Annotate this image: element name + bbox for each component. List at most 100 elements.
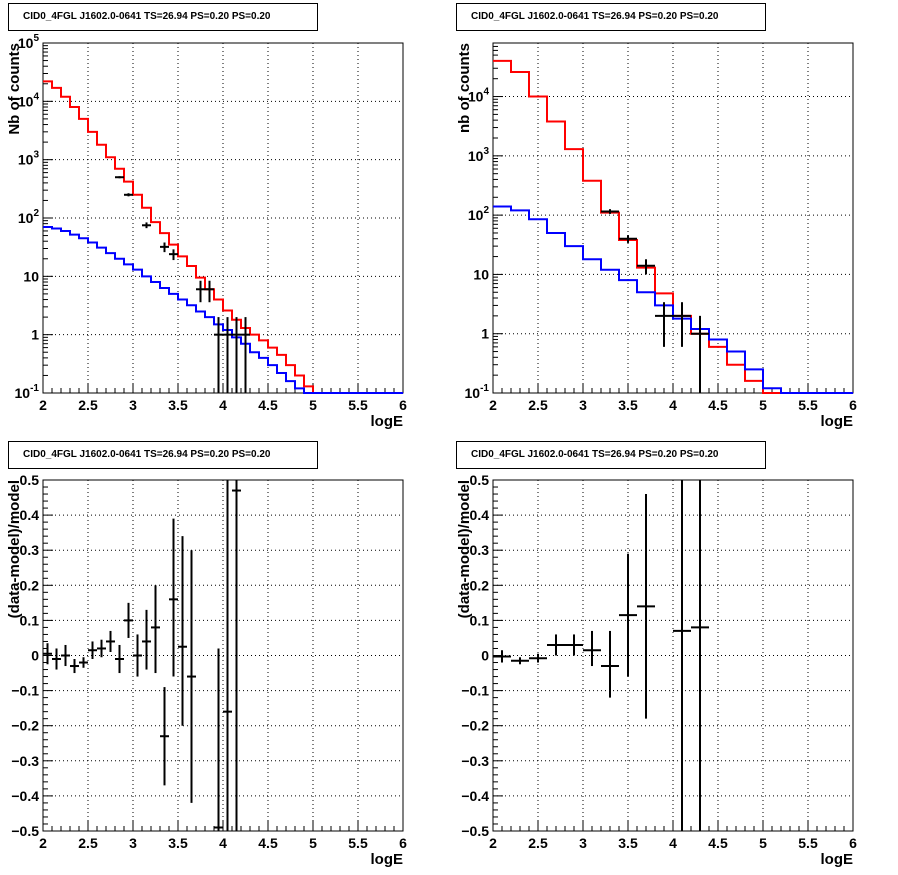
y-tick-label: 10 [23, 268, 39, 284]
data-point [70, 659, 79, 674]
data-point [124, 602, 133, 638]
data-point [691, 315, 709, 393]
data-point [214, 317, 223, 393]
y-tick-label: 0.1 [20, 612, 40, 628]
y-tick-label: −0.1 [11, 683, 39, 699]
x-tick-label: 2.5 [78, 397, 98, 413]
chart-title-3: CID0_4FGL J1602.0-0641 TS=26.94 PS=0.20 … [456, 441, 766, 469]
x-axis-label: logE [371, 851, 404, 868]
x-tick-label: 2 [489, 397, 497, 413]
data-point [529, 653, 547, 663]
x-tick-label: 3 [129, 835, 137, 851]
chart-title-0: CID0_4FGL J1602.0-0641 TS=26.94 PS=0.20 … [8, 3, 318, 31]
x-tick-label: 3 [129, 397, 137, 413]
data-point [673, 480, 691, 831]
x-tick-label: 4 [219, 835, 227, 851]
x-tick-label: 6 [849, 397, 857, 413]
y-axis-label: Nb of counts [6, 43, 23, 135]
y-tick-label: 0.4 [20, 507, 40, 523]
y-tick-label: −0.5 [11, 823, 39, 839]
y-tick-label: 0 [481, 648, 489, 664]
y-tick-label: 0.1 [470, 612, 490, 628]
x-tick-label: 3 [579, 835, 587, 851]
data-point [61, 644, 70, 667]
y-tick-label: 102 [468, 205, 490, 223]
x-tick-label: 5 [309, 397, 317, 413]
x-tick-label: 4.5 [258, 397, 278, 413]
x-tick-label: 5.5 [348, 397, 368, 413]
y-tick-label: 10-1 [15, 383, 40, 401]
x-tick-label: 2.5 [528, 397, 548, 413]
data-point [142, 609, 151, 670]
x-tick-label: 4 [219, 397, 227, 413]
data-point [583, 630, 601, 667]
data-point [160, 687, 169, 786]
y-tick-label: −0.1 [461, 683, 489, 699]
data-point [223, 317, 232, 393]
x-tick-label: 6 [399, 397, 407, 413]
data-point [241, 317, 250, 393]
y-tick-label: −0.3 [11, 753, 39, 769]
data-point [511, 657, 529, 665]
y-tick-label: 104 [18, 91, 40, 109]
y-tick-label: −0.4 [461, 788, 489, 804]
data-point [547, 634, 565, 656]
data-point [169, 518, 178, 677]
chart-title-1: CID0_4FGL J1602.0-0641 TS=26.94 PS=0.20 … [456, 3, 766, 31]
x-tick-label: 3 [579, 397, 587, 413]
x-tick-label: 3.5 [168, 397, 188, 413]
series-line-0 [43, 80, 403, 394]
y-tick-label: 0 [31, 648, 39, 664]
y-tick-label: 104 [468, 87, 490, 105]
data-point [232, 480, 241, 831]
data-point [169, 249, 178, 261]
data-point [673, 302, 691, 347]
data-point [601, 209, 619, 214]
y-tick-label: 0.3 [470, 542, 490, 558]
data-point [214, 648, 223, 831]
y-tick-label: −0.3 [461, 753, 489, 769]
data-point [115, 644, 124, 674]
data-point [691, 480, 709, 831]
x-tick-label: 2 [39, 397, 47, 413]
y-tick-label: 0.5 [470, 472, 490, 488]
x-tick-label: 2 [489, 835, 497, 851]
data-point [43, 643, 52, 665]
x-tick-label: 4.5 [708, 835, 728, 851]
data-point [160, 242, 169, 253]
x-axis-label: logE [371, 413, 404, 430]
series-line-1 [493, 205, 853, 394]
y-tick-label: 0.2 [470, 577, 490, 593]
series-line-1 [43, 226, 403, 394]
x-tick-label: 5.5 [348, 835, 368, 851]
y-tick-label: 103 [468, 146, 490, 164]
x-tick-label: 6 [849, 835, 857, 851]
x-tick-label: 5 [309, 835, 317, 851]
y-tick-label: −0.2 [11, 718, 39, 734]
data-point [601, 630, 619, 698]
y-tick-label: −0.5 [461, 823, 489, 839]
data-point [97, 639, 106, 658]
x-tick-label: 2.5 [528, 835, 548, 851]
chart-title-2: CID0_4FGL J1602.0-0641 TS=26.94 PS=0.20 … [8, 441, 318, 469]
data-point [205, 280, 214, 303]
x-tick-label: 4.5 [258, 835, 278, 851]
y-tick-label: 10 [473, 266, 489, 282]
data-point [619, 235, 637, 243]
data-point [232, 317, 241, 393]
x-axis-label: logE [821, 413, 854, 430]
x-tick-label: 6 [399, 835, 407, 851]
chart-panel-0: 2 2.5 3 3.5 4 4.5 5 5.5 6 10-1 1 10 102 103 104 105 logE… [6, 33, 407, 430]
y-tick-label: 0.4 [470, 507, 490, 523]
data-point [115, 176, 124, 179]
data-point [196, 280, 205, 303]
x-tick-label: 3.5 [618, 397, 638, 413]
data-point [655, 302, 673, 347]
chart-panel-3: 2 2.5 3 3.5 4 4.5 5 5.5 6 −0.5 −0.4 −0.3 −0.2 −0.1 0 0.… [456, 472, 857, 868]
data-point [142, 222, 151, 229]
data-point [52, 648, 61, 670]
y-axis-label: (data-model)/model [6, 480, 23, 618]
x-tick-label: 5 [759, 397, 767, 413]
x-tick-label: 3.5 [618, 835, 638, 851]
